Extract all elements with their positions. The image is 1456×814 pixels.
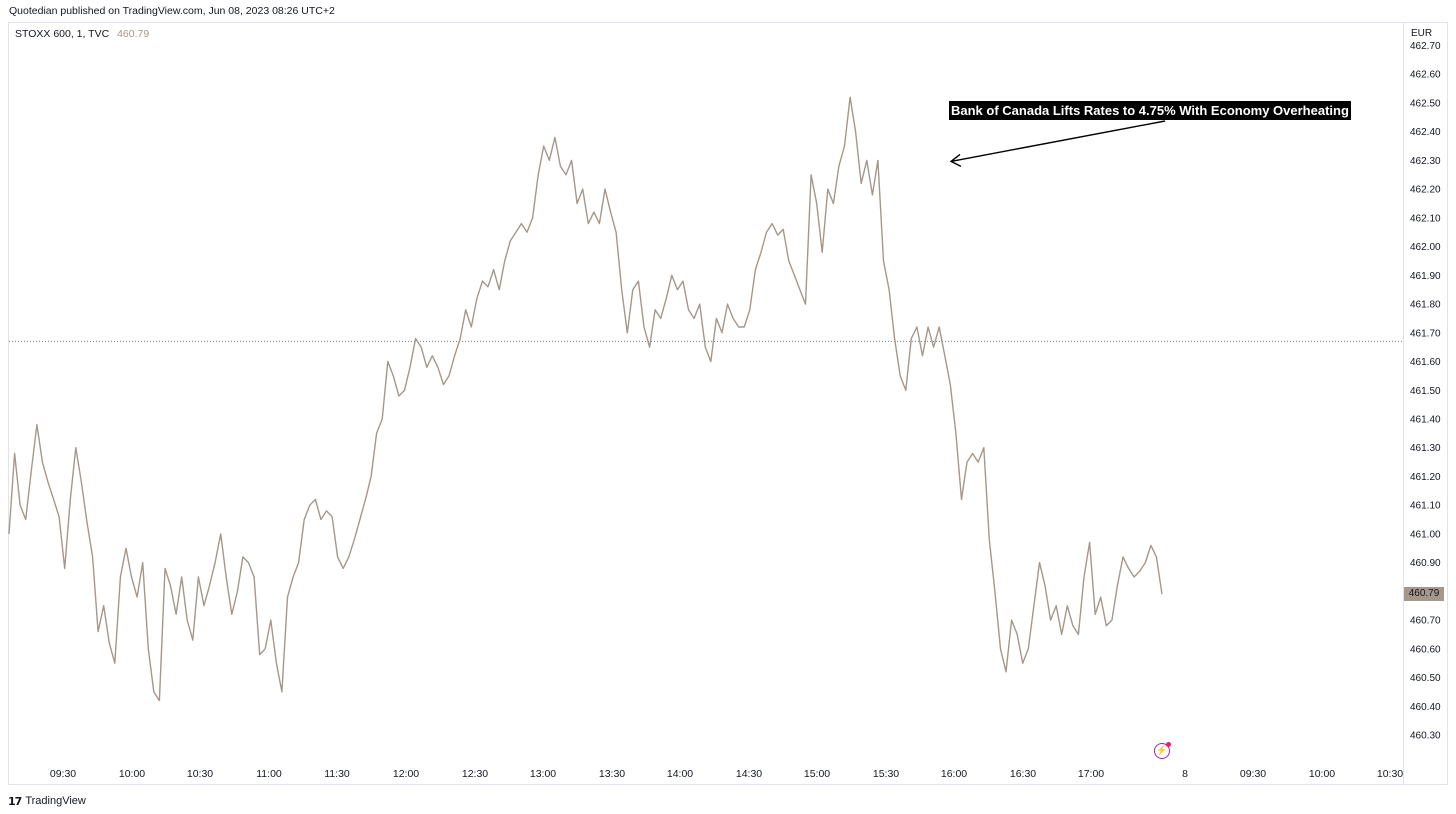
x-tick-label: 16:30: [1010, 768, 1036, 780]
x-tick-label: 8: [1182, 768, 1188, 780]
y-tick-label: 461.50: [1410, 386, 1441, 397]
series-line: [8, 96, 1163, 702]
y-tick-label: 460.90: [1410, 558, 1441, 569]
y-tick-label: 461.60: [1410, 357, 1441, 368]
y-tick-label: 462.60: [1410, 70, 1441, 81]
series-layer: [8, 96, 1163, 702]
y-tick-label: 461.80: [1410, 300, 1441, 311]
x-tick-label: 14:00: [667, 768, 693, 780]
y-tick-label: 460.40: [1410, 702, 1441, 713]
x-tick-label: 10:30: [187, 768, 213, 780]
lightning-icon[interactable]: ⚡: [1154, 742, 1171, 759]
y-tick-label: 461.00: [1410, 529, 1441, 540]
x-tick-label: 10:00: [1309, 768, 1335, 780]
y-tick-label: 461.30: [1410, 443, 1441, 454]
y-tick-label: 462.50: [1410, 98, 1441, 109]
notification-dot: [1166, 742, 1171, 747]
chart-legend: STOXX 600, 1, TVC 460.79: [15, 28, 149, 40]
y-tick-label: 461.10: [1410, 501, 1441, 512]
x-tick-label: 13:30: [599, 768, 625, 780]
chart-frame: [8, 22, 1448, 785]
y-tick-label: 460.50: [1410, 673, 1441, 684]
x-tick-label: 14:30: [736, 768, 762, 780]
x-tick-label: 09:30: [50, 768, 76, 780]
x-tick-label: 15:30: [873, 768, 899, 780]
symbol-title: STOXX 600, 1, TVC: [15, 28, 110, 40]
news-annotation[interactable]: Bank of Canada Lifts Rates to 4.75% With…: [949, 101, 1351, 120]
currency-label: EUR: [1411, 28, 1433, 39]
published-info: Quotedian published on TradingView.com, …: [9, 5, 335, 17]
x-tick-label: 10:30: [1377, 768, 1403, 780]
y-tick-label: 460.30: [1410, 731, 1441, 742]
x-tick-label: 12:30: [462, 768, 488, 780]
publish-header: Quotedian published on TradingView.com, …: [0, 0, 1456, 22]
footer: 17 TradingView: [8, 793, 86, 809]
price-scale-divider: [1403, 23, 1404, 785]
last-price-badge: 460.79: [1404, 587, 1444, 601]
x-tick-label: 16:00: [941, 768, 967, 780]
x-tick-label: 11:30: [324, 768, 350, 780]
y-tick-label: 461.70: [1410, 328, 1441, 339]
x-tick-label: 15:00: [804, 768, 830, 780]
y-tick-label: 462.20: [1410, 185, 1441, 196]
time-axis[interactable]: 09:30 10:00 10:30 11:00 11:30 12:00 12:30 13:00…: [50, 768, 1403, 780]
x-tick-label: 17:00: [1078, 768, 1104, 780]
y-tick-label: 462.10: [1410, 213, 1441, 224]
price-axis[interactable]: 462.70 462.60 462.50 462.40 462.30 462.20 462.…: [1410, 41, 1441, 742]
y-tick-label: 460.70: [1410, 616, 1441, 627]
y-tick-label: 460.60: [1410, 644, 1441, 655]
brand-name[interactable]: TradingView: [25, 795, 86, 807]
x-tick-label: 09:30: [1240, 768, 1266, 780]
x-tick-label: 11:00: [256, 768, 282, 780]
y-tick-label: 462.30: [1410, 156, 1441, 167]
legend-last-value: 460.79: [117, 28, 150, 40]
annotation-arrow: [949, 120, 1166, 168]
x-tick-label: 13:00: [530, 768, 556, 780]
x-tick-label: 10:00: [119, 768, 145, 780]
y-tick-label: 461.40: [1410, 414, 1441, 425]
tradingview-logo-icon[interactable]: 17: [8, 794, 22, 808]
y-tick-label: 461.20: [1410, 472, 1441, 483]
arrow-head: [949, 153, 962, 168]
y-tick-label: 462.00: [1410, 242, 1441, 253]
y-tick-label: 461.90: [1410, 271, 1441, 282]
x-tick-label: 12:00: [393, 768, 419, 780]
arrow-line: [950, 120, 1166, 163]
y-tick-label: 462.70: [1410, 41, 1441, 52]
y-tick-label: 462.40: [1410, 127, 1441, 138]
